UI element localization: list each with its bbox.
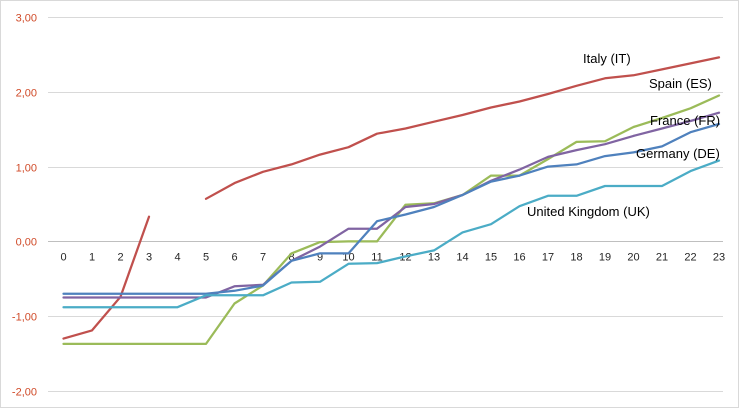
- x-tick-label: 15: [485, 251, 497, 263]
- y-tick-label: 2,00: [16, 88, 37, 100]
- series-lines: [62, 56, 721, 346]
- x-tick-label: 3: [146, 251, 152, 263]
- y-tick-label: -2,00: [12, 387, 37, 399]
- x-tick-label: 1: [89, 251, 95, 263]
- x-tick-label: 5: [203, 251, 209, 263]
- x-tick-label: 22: [684, 251, 696, 263]
- series-line: [62, 159, 721, 309]
- x-tick-label: 23: [713, 251, 725, 263]
- x-tick-label: 2: [117, 251, 123, 263]
- x-tick-label: 9: [317, 251, 323, 263]
- x-tick-label: 19: [599, 251, 611, 263]
- x-tick-label: 6: [231, 251, 237, 263]
- series-label: United Kingdom (UK): [527, 204, 650, 219]
- series-line: [62, 122, 721, 295]
- y-tick-label: 0,00: [16, 237, 37, 249]
- series-label: Germany (DE): [636, 146, 720, 161]
- series-label: Italy (IT): [583, 51, 631, 66]
- y-tick-label: 3,00: [16, 13, 37, 25]
- x-axis: 0 1 2 3 4 5 6 7 8 9 10 11 12 13 14 15 16 17 18 19 20 21 22 23: [60, 251, 725, 263]
- x-tick-label: 0: [60, 251, 66, 263]
- series-line: [62, 215, 151, 340]
- x-tick-label: 17: [542, 251, 554, 263]
- y-tick-label: 1,00: [16, 163, 37, 175]
- y-axis: -2,00 -1,00 0,00 1,00 2,00 3,00: [12, 13, 37, 399]
- x-tick-label: 21: [656, 251, 668, 263]
- x-tick-label: 8: [288, 251, 294, 263]
- x-tick-label: 16: [513, 251, 525, 263]
- gridlines: [48, 17, 723, 392]
- x-tick-label: 4: [174, 251, 180, 263]
- x-tick-label: 11: [371, 251, 382, 263]
- series-line: [62, 94, 721, 346]
- series-line: [204, 56, 721, 200]
- series-labels: Italy (IT) Spain (ES) France (FR) Germany (…: [527, 51, 720, 219]
- x-tick-label: 20: [627, 251, 639, 263]
- series-label: France (FR): [650, 113, 720, 128]
- y-tick-label: -1,00: [12, 312, 37, 324]
- x-tick-label: 18: [570, 251, 582, 263]
- series-label: Spain (ES): [649, 76, 712, 91]
- x-tick-label: 14: [456, 251, 468, 263]
- x-tick-label: 7: [260, 251, 266, 263]
- x-tick-label: 13: [428, 251, 440, 263]
